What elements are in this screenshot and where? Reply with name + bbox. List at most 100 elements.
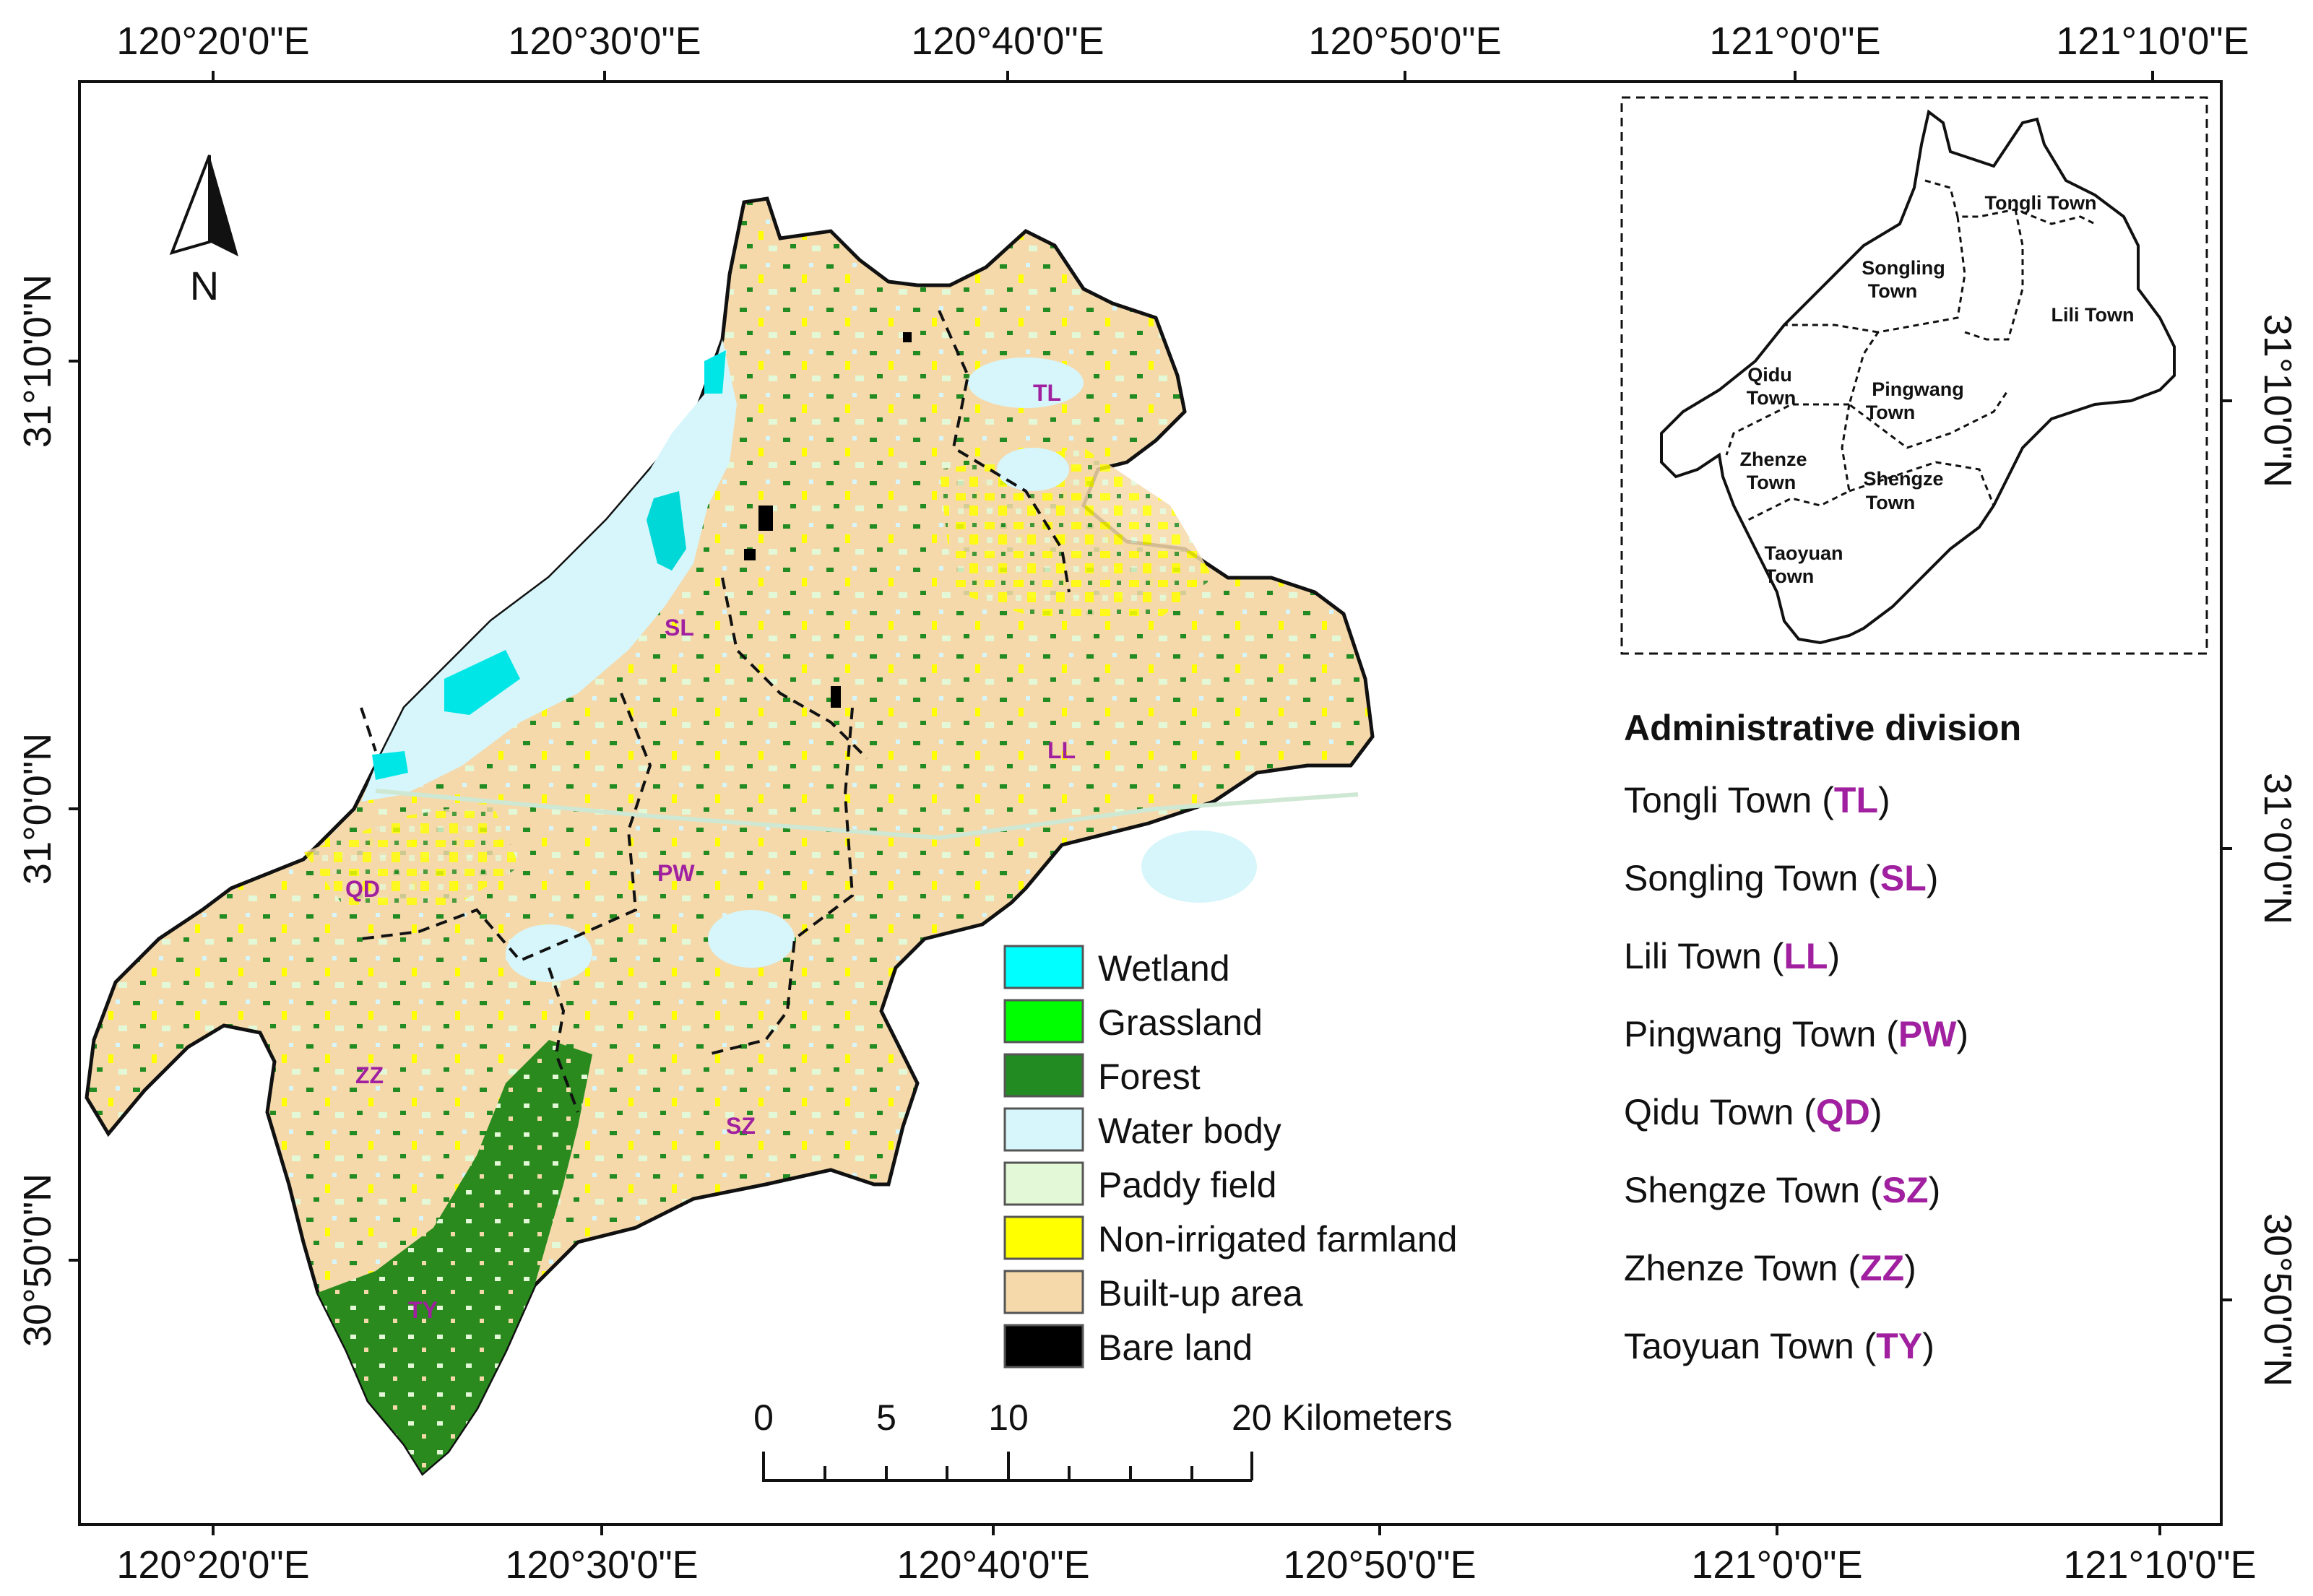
farmland-zone-west [303,802,520,910]
legend-label-paddy-field: Paddy field [1098,1165,1276,1205]
admin-item-lili: Lili Town (LL) [1624,936,1840,976]
admin-item-taoyuan: Taoyuan Town (TY) [1624,1326,1934,1366]
farmland-zone-east [939,448,1214,621]
map-label-pw: PW [657,860,695,886]
wetland-patch-1 [647,491,686,571]
admin-item-zhenze: Zhenze Town (ZZ) [1624,1248,1916,1288]
scale-label-10: 10 [988,1397,1029,1438]
inset-town-boundaries [1725,179,2096,521]
bottom-ticks [212,1525,2161,1535]
wetland-patch-3 [372,751,408,780]
highway-road [375,789,1359,841]
legend-label-water-body: Water body [1098,1111,1281,1151]
left-lat-label-2: 31°0'0"N [16,733,59,885]
inset-label-tongli: Tongli Town [1985,192,2097,214]
admin-item-songling: Songling Town (SL) [1624,858,1938,898]
admin-item-tongli: Tongli Town (TL) [1624,780,1890,820]
bare-land-patch-4 [903,332,912,342]
legend-swatch-water-body [1003,1107,1084,1152]
legend-swatch-built-up-area [1003,1270,1084,1314]
scale-label-20-km: 20 Kilometers [1232,1397,1453,1438]
town-boundaries [360,310,1071,1113]
inset-county-boundary [1660,109,2176,645]
bottom-lon-label-3: 120°40'0"E [896,1543,1089,1587]
top-lon-label-4: 120°50'0"E [1308,19,1501,63]
map-label-sl: SL [665,615,694,641]
water-body-inner-4 [506,924,592,982]
water-body-inner-1 [968,357,1084,408]
map-frame [78,80,2223,1526]
wetland-patch-2 [444,650,520,715]
wetland-patch-4 [704,350,726,394]
inset-label-taoyuan-1: Taoyuan [1764,542,1843,564]
inset-label-taoyuan-2: Town [1765,565,1814,587]
scale-bar: 0 5 10 20 Kilometers [753,1397,1453,1482]
admin-item-shengze: Shengze Town (SZ) [1624,1170,1940,1210]
forest-region-south [318,1040,592,1473]
inset-label-pingwang-2: Town [1866,402,1915,423]
legend-swatch-non-irrigated-farmland [1003,1215,1084,1260]
inset-label-qidu-2: Town [1747,387,1796,409]
legend-swatch-grassland [1003,999,1084,1044]
inset-label-shengze-1: Shengze [1863,468,1943,490]
right-lat-label-1: 31°10'0"N [2256,314,2299,487]
top-ticks [212,71,2154,82]
top-lon-label-5: 121°0'0"E [1709,19,1880,63]
legend-label-forest: Forest [1098,1057,1201,1097]
legend-label-grassland: Grassland [1098,1002,1263,1043]
legend: Wetland Grassland Forest Water body Padd… [1003,945,1457,1369]
top-lon-label-3: 120°40'0"E [911,19,1104,63]
water-body-inner-3 [708,910,795,968]
admin-item-pingwang: Pingwang Town (PW) [1624,1014,1968,1054]
map-label-ll: LL [1047,737,1076,763]
admin-item-qidu: Qidu Town (QD) [1624,1092,1882,1132]
bottom-lon-label-2: 120°30'0"E [505,1543,698,1587]
inset-label-pingwang-1: Pingwang [1872,378,1964,400]
left-lat-label-3: 30°50'0"N [16,1174,59,1347]
top-lon-label-2: 120°30'0"E [508,19,701,63]
inset-label-lili: Lili Town [2052,304,2135,326]
legend-swatch-wetland [1003,945,1084,989]
right-lat-label-3: 30°50'0"N [2256,1213,2299,1387]
left-lat-label-1: 31°10'0"N [16,274,59,448]
water-body-inner-2 [997,448,1069,491]
map-label-zz: ZZ [355,1062,384,1088]
right-lat-label-2: 31°0'0"N [2256,773,2299,924]
inset-label-zhenze-2: Town [1747,472,1796,493]
map-label-sz: SZ [726,1113,756,1139]
legend-label-non-irrigated-farmland: Non-irrigated farmland [1098,1219,1457,1259]
map-label-qd: QD [345,876,380,902]
inset-label-zhenze-1: Zhenze [1739,448,1807,470]
map-label-tl: TL [1033,380,1061,406]
legend-label-bare-land: Bare land [1098,1327,1253,1368]
legend-label-built-up-area: Built-up area [1098,1273,1303,1314]
scale-label-0: 0 [753,1397,774,1438]
legend-label-wetland: Wetland [1098,948,1230,989]
bare-land-patch-3 [831,686,841,708]
top-lon-label-1: 120°20'0"E [116,19,309,63]
north-arrow-label: N [190,263,219,308]
bottom-lon-label-6: 121°10'0"E [2063,1543,2256,1587]
legend-swatch-forest [1003,1053,1084,1098]
inset-map: Tongli Town Songling Town Lili Town Qidu… [1620,96,2208,655]
scale-label-5: 5 [876,1397,896,1438]
inset-label-songling-1: Songling [1862,257,1945,279]
inset-label-songling-2: Town [1868,280,1917,302]
legend-swatch-paddy-field [1003,1161,1084,1206]
right-ticks [2221,399,2232,1301]
inset-label-shengze-2: Town [1866,492,1915,513]
bottom-lon-label-5: 121°0'0"E [1691,1543,1862,1587]
admin-division-list: Tongli Town (TL) Songling Town (SL) Lili… [1624,780,1968,1366]
bottom-lon-label-1: 120°20'0"E [116,1543,309,1587]
bare-land-patch-2 [744,549,756,560]
north-arrow-icon: N [169,155,238,308]
admin-division-title: Administrative division [1624,708,2021,748]
bottom-lon-label-4: 120°50'0"E [1283,1543,1476,1587]
top-lon-label-6: 121°10'0"E [2056,19,2249,63]
map-label-ty: TY [408,1297,438,1323]
legend-swatch-bare-land [1003,1324,1084,1369]
bare-land-patch-1 [758,506,773,531]
left-ticks [69,360,79,1262]
water-body-inner-5 [1141,830,1257,903]
